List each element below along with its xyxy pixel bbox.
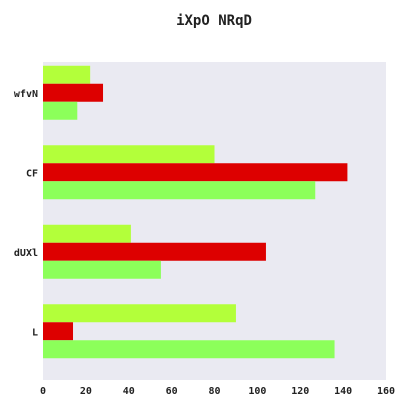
bar-dUXl-series-2 bbox=[43, 242, 266, 261]
bar-L-series-2 bbox=[43, 322, 74, 341]
chart-title: iXpO NRqD bbox=[176, 13, 252, 29]
bar-dUXl-series-1 bbox=[43, 224, 131, 243]
x-tick-label: 120 bbox=[291, 386, 309, 397]
plot-area bbox=[43, 62, 386, 380]
bar-L-series-3 bbox=[43, 340, 335, 359]
bar-CF-series-3 bbox=[43, 181, 316, 200]
x-tick-label: 0 bbox=[40, 386, 46, 397]
x-tick-label: 140 bbox=[334, 386, 352, 397]
y-tick-label: dUXl bbox=[14, 248, 38, 259]
x-tick-label: 80 bbox=[208, 386, 220, 397]
bars bbox=[43, 65, 348, 359]
bar-L-series-1 bbox=[43, 304, 236, 323]
x-tick-label: 40 bbox=[123, 386, 135, 397]
y-tick-label: L bbox=[32, 327, 38, 338]
bar-CF-series-2 bbox=[43, 163, 348, 182]
bar-wfvN-series-3 bbox=[43, 101, 78, 120]
x-tick-label: 60 bbox=[166, 386, 178, 397]
y-tick-label: wfvN bbox=[14, 89, 38, 100]
x-tick-label: 160 bbox=[377, 386, 395, 397]
bar-CF-series-1 bbox=[43, 145, 215, 164]
x-tick-labels: 0 20 40 60 80 100 120 140 160 bbox=[40, 386, 395, 397]
bar-wfvN-series-1 bbox=[43, 65, 91, 84]
bar-dUXl-series-3 bbox=[43, 260, 161, 279]
y-tick-label: CF bbox=[26, 168, 38, 179]
bar-wfvN-series-2 bbox=[43, 83, 104, 102]
y-tick-labels: wfvN CF dUXl L bbox=[14, 89, 38, 339]
x-tick-label: 100 bbox=[248, 386, 266, 397]
x-tick-label: 20 bbox=[80, 386, 92, 397]
